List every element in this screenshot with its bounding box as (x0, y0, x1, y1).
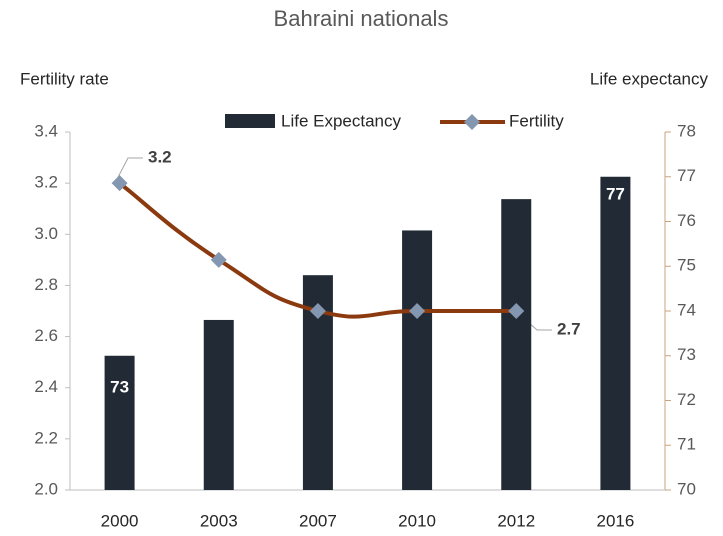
y2-tick-label: 74 (677, 300, 696, 319)
legend-swatch (225, 114, 275, 128)
x-tick-label: 2012 (497, 511, 535, 530)
y2-tick-label: 75 (677, 256, 696, 275)
y-tick-label: 2.4 (34, 377, 58, 396)
legend-marker (464, 114, 480, 130)
x-tick-label: 2016 (597, 511, 635, 530)
y-axis-title: Fertility rate (20, 69, 109, 88)
marker (309, 303, 326, 319)
bar (501, 199, 532, 490)
y2-tick-label: 72 (677, 390, 696, 409)
y-tick-label: 2.0 (34, 479, 58, 498)
marker (409, 303, 426, 319)
data-label: 73 (110, 377, 129, 396)
x-tick-label: 2010 (398, 511, 436, 530)
y2-tick-label: 77 (677, 166, 696, 185)
y-tick-label: 2.2 (34, 428, 58, 447)
y-tick-label: 2.6 (34, 326, 58, 345)
y2-tick-label: 76 (677, 211, 696, 230)
data-label: 77 (606, 184, 625, 203)
y-tick-label: 3.0 (34, 224, 58, 243)
legend-label: Life Expectancy (281, 111, 402, 130)
bar (600, 176, 631, 490)
marker (508, 303, 525, 319)
y-tick-label: 3.4 (34, 121, 58, 140)
y2-tick-label: 78 (677, 121, 696, 140)
marker (210, 251, 227, 268)
y-tick-label: 3.2 (34, 173, 58, 192)
bar (402, 230, 433, 490)
bar (203, 319, 234, 490)
x-tick-label: 2003 (200, 511, 238, 530)
y2-axis-title: Life expectancy (590, 69, 709, 88)
x-tick-label: 2000 (101, 511, 139, 530)
legend-label: Fertility (509, 111, 564, 130)
x-tick-label: 2007 (299, 511, 337, 530)
y2-tick-label: 70 (677, 479, 696, 498)
marker (111, 175, 128, 192)
y2-tick-label: 73 (677, 345, 696, 364)
chart-title: Bahraini nationals (274, 6, 449, 31)
data-label: 2.7 (557, 319, 581, 338)
data-label: 3.2 (148, 147, 172, 166)
y2-tick-label: 71 (677, 435, 696, 454)
bar (104, 355, 135, 490)
y-tick-label: 2.8 (34, 275, 58, 294)
callout-leader (114, 157, 143, 184)
